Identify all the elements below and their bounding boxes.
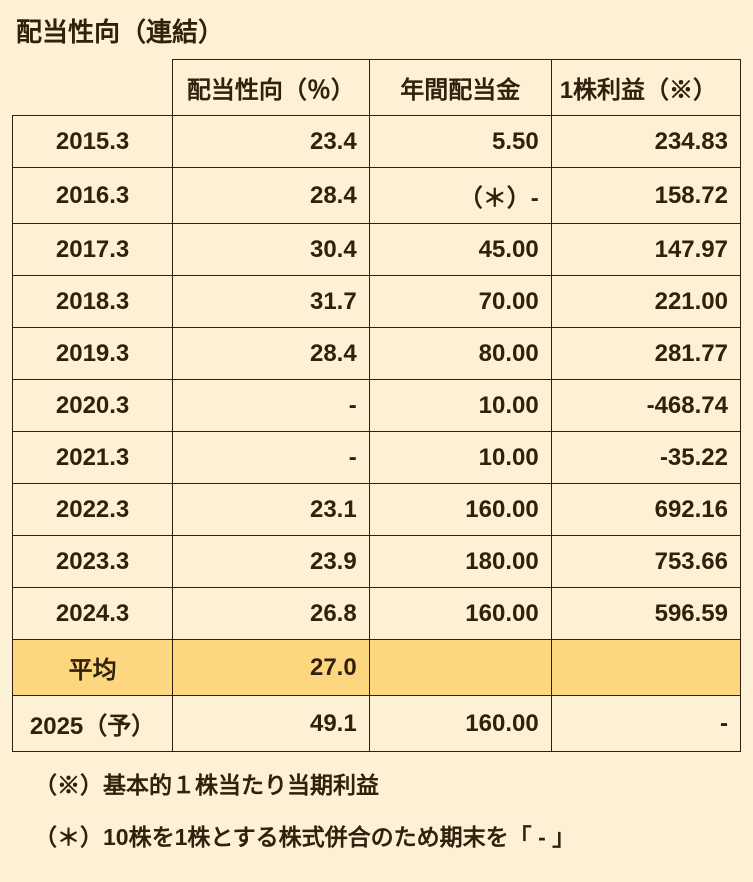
- header-blank: [13, 60, 173, 116]
- cell-period: 2024.3: [13, 588, 173, 640]
- cell-ratio: 23.1: [173, 484, 370, 536]
- cell-period: 2016.3: [13, 168, 173, 224]
- cell-dividend: （＊）-: [369, 168, 551, 224]
- note-eps: （※）基本的１株当たり当期利益: [34, 766, 741, 800]
- header-eps: 1株利益（※）: [551, 60, 740, 116]
- cell-period-forecast: 2025（予）: [13, 696, 173, 752]
- cell-eps: 234.83: [551, 116, 740, 168]
- cell-dividend: 180.00: [369, 536, 551, 588]
- cell-eps: 692.16: [551, 484, 740, 536]
- average-row: 平均 27.0: [13, 640, 741, 696]
- cell-period: 2017.3: [13, 224, 173, 276]
- table-row: 2020.3 - 10.00 -468.74: [13, 380, 741, 432]
- cell-period: 2020.3: [13, 380, 173, 432]
- cell-ratio: 30.4: [173, 224, 370, 276]
- cell-eps: -468.74: [551, 380, 740, 432]
- cell-ratio: 26.8: [173, 588, 370, 640]
- cell-ratio: 31.7: [173, 276, 370, 328]
- cell-ratio-average: 27.0: [173, 640, 370, 696]
- cell-dividend: 80.00: [369, 328, 551, 380]
- cell-dividend: 5.50: [369, 116, 551, 168]
- cell-ratio-forecast: 49.1: [173, 696, 370, 752]
- forecast-row: 2025（予） 49.1 160.00 -: [13, 696, 741, 752]
- table-row: 2015.3 23.4 5.50 234.83: [13, 116, 741, 168]
- cell-period: 2015.3: [13, 116, 173, 168]
- cell-period: 2023.3: [13, 536, 173, 588]
- cell-eps: 753.66: [551, 536, 740, 588]
- table-row: 2017.3 30.4 45.00 147.97: [13, 224, 741, 276]
- cell-eps: -35.22: [551, 432, 740, 484]
- cell-ratio: -: [173, 432, 370, 484]
- cell-period: 2019.3: [13, 328, 173, 380]
- table-row: 2016.3 28.4 （＊）- 158.72: [13, 168, 741, 224]
- cell-period: 2022.3: [13, 484, 173, 536]
- cell-eps: 596.59: [551, 588, 740, 640]
- cell-eps: 158.72: [551, 168, 740, 224]
- cell-ratio: 28.4: [173, 168, 370, 224]
- table-title: 配当性向（連結）: [12, 12, 741, 49]
- note-consolidation: （＊）10株を1株とする株式併合のため期末を「 - 」: [34, 818, 741, 852]
- cell-dividend-average: [369, 640, 551, 696]
- cell-dividend: 160.00: [369, 484, 551, 536]
- cell-ratio: -: [173, 380, 370, 432]
- cell-dividend: 10.00: [369, 380, 551, 432]
- cell-eps-forecast: -: [551, 696, 740, 752]
- cell-dividend: 160.00: [369, 588, 551, 640]
- cell-eps: 281.77: [551, 328, 740, 380]
- cell-ratio: 23.9: [173, 536, 370, 588]
- cell-dividend: 10.00: [369, 432, 551, 484]
- table-row: 2019.3 28.4 80.00 281.77: [13, 328, 741, 380]
- cell-dividend: 45.00: [369, 224, 551, 276]
- table-row: 2022.3 23.1 160.00 692.16: [13, 484, 741, 536]
- cell-period-average: 平均: [13, 640, 173, 696]
- cell-dividend-forecast: 160.00: [369, 696, 551, 752]
- cell-period: 2021.3: [13, 432, 173, 484]
- header-ratio: 配当性向（％）: [173, 60, 370, 116]
- table-row: 2023.3 23.9 180.00 753.66: [13, 536, 741, 588]
- cell-period: 2018.3: [13, 276, 173, 328]
- cell-dividend: 70.00: [369, 276, 551, 328]
- table-row: 2018.3 31.7 70.00 221.00: [13, 276, 741, 328]
- cell-ratio: 28.4: [173, 328, 370, 380]
- cell-eps: 147.97: [551, 224, 740, 276]
- cell-eps-average: [551, 640, 740, 696]
- notes-section: （※）基本的１株当たり当期利益 （＊）10株を1株とする株式併合のため期末を「 …: [12, 766, 741, 852]
- header-dividend: 年間配当金: [369, 60, 551, 116]
- table-row: 2024.3 26.8 160.00 596.59: [13, 588, 741, 640]
- cell-ratio: 23.4: [173, 116, 370, 168]
- header-row: 配当性向（％） 年間配当金 1株利益（※）: [13, 60, 741, 116]
- cell-eps: 221.00: [551, 276, 740, 328]
- payout-ratio-table: 配当性向（％） 年間配当金 1株利益（※） 2015.3 23.4 5.50 2…: [12, 59, 741, 752]
- table-row: 2021.3 - 10.00 -35.22: [13, 432, 741, 484]
